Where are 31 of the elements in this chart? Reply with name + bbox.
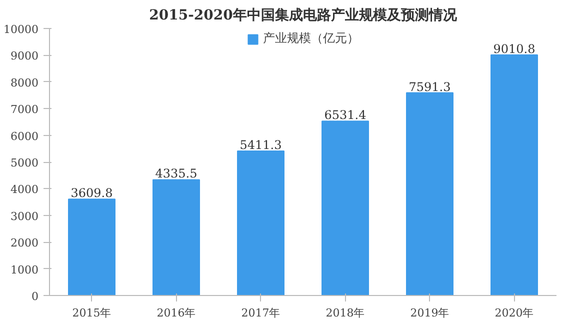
y-tick-label: 1000 bbox=[10, 263, 39, 276]
data-label: 7591.3 bbox=[408, 80, 451, 94]
y-tick-label: 6000 bbox=[10, 130, 39, 143]
bar bbox=[322, 120, 369, 296]
data-label: 3609.8 bbox=[70, 186, 113, 200]
bar bbox=[237, 150, 284, 296]
y-tick-label: 7000 bbox=[10, 103, 39, 116]
y-tick-label: 8000 bbox=[10, 76, 39, 90]
y-tick-label: 3000 bbox=[10, 210, 39, 223]
x-tick-label: 2018年 bbox=[326, 306, 365, 320]
bar bbox=[152, 179, 200, 296]
y-tick-label: 9000 bbox=[10, 50, 39, 63]
chart-title: 2015-2020年中国集成电路产业规模及预测情况 bbox=[149, 6, 458, 24]
y-tick-label: 2000 bbox=[10, 236, 39, 250]
x-tick-label: 2016年 bbox=[156, 306, 196, 320]
y-tick-label: 10000 bbox=[4, 23, 39, 36]
data-label: 5411.3 bbox=[240, 138, 282, 152]
x-tick-label: 2017年 bbox=[241, 306, 280, 320]
y-tick-label: 4000 bbox=[10, 183, 39, 196]
bar bbox=[68, 198, 116, 296]
bar bbox=[406, 92, 454, 296]
x-tick-label: 2015年 bbox=[72, 306, 112, 320]
y-tick-label: 0 bbox=[32, 290, 38, 303]
data-label: 9010.8 bbox=[493, 42, 536, 56]
x-tick-label: 2019年 bbox=[410, 306, 450, 320]
x-tick-label: 2020年 bbox=[494, 306, 534, 320]
legend-label: 产业规模（亿元） bbox=[263, 30, 359, 47]
y-tick-label: 5000 bbox=[10, 156, 39, 170]
data-label: 6531.4 bbox=[324, 108, 367, 122]
bar bbox=[490, 54, 538, 296]
data-label: 4335.5 bbox=[155, 166, 198, 181]
